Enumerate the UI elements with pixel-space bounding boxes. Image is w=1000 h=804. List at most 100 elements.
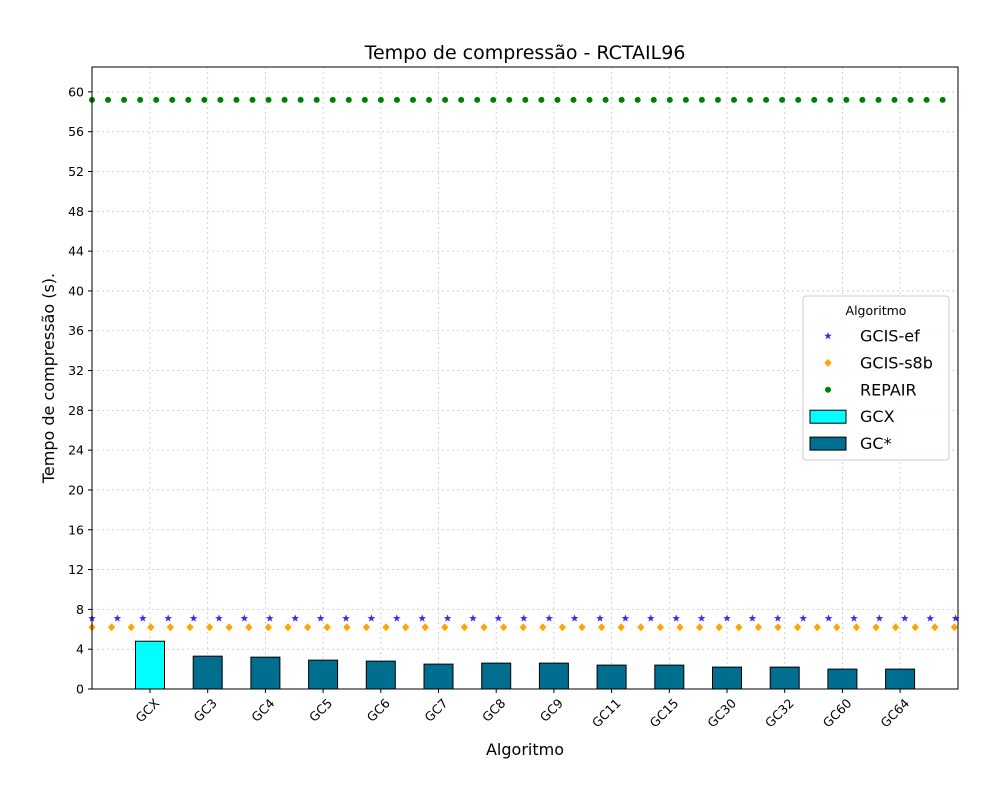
y-tick-label: 12 (68, 562, 84, 577)
gcis-s8b-marker (754, 623, 762, 632)
repair-marker (522, 96, 529, 103)
repair-marker (731, 96, 737, 103)
repair-marker (891, 96, 898, 103)
gcis-s8b-marker (343, 623, 351, 632)
gcis-s8b-marker (186, 623, 194, 632)
legend-repair-marker (825, 386, 831, 393)
gcis-ef-marker (596, 614, 604, 622)
gcis-s8b-marker (519, 623, 527, 632)
bar-gc15 (654, 664, 685, 690)
y-tick-label: 36 (68, 323, 84, 338)
repair-marker (618, 96, 625, 103)
repair-marker (811, 96, 818, 103)
repair-marker (329, 96, 336, 103)
gcis-ef-marker (113, 614, 122, 622)
repair-marker (105, 96, 112, 103)
legend-gcis-ef-label: GCIS-ef (860, 327, 920, 346)
repair-marker (474, 96, 481, 103)
repair-marker (602, 96, 609, 103)
gcis-ef-marker (824, 614, 833, 622)
legend-gcis-s8b-label: GCIS-s8b (860, 353, 933, 372)
y-tick-label: 4 (76, 642, 84, 657)
repair-marker (490, 96, 497, 103)
gcis-ef-marker (697, 614, 706, 622)
repair-marker (345, 96, 352, 103)
y-tick-label: 60 (68, 84, 84, 99)
gcis-ef-marker (621, 614, 630, 622)
repair-marker (634, 96, 641, 103)
gcis-ef-marker (926, 614, 934, 622)
repair-marker (361, 96, 368, 103)
gcis-ef-marker (647, 614, 655, 622)
repair-marker (875, 96, 882, 103)
gcis-ef-marker (672, 614, 680, 622)
y-tick-label: 20 (68, 482, 84, 497)
repair-marker (859, 96, 866, 103)
gcis-s8b-marker (166, 623, 174, 632)
gcis-s8b-marker (362, 623, 370, 632)
legend: Algoritmo GCIS-ef GCIS-s8b REPAIR GCX GC* (802, 295, 950, 461)
gcis-ef-marker (723, 614, 731, 622)
repair-marker (313, 96, 320, 103)
repair-marker (121, 96, 128, 103)
bar-gc4 (250, 656, 281, 690)
reference-markers (88, 96, 960, 632)
y-axis-label: Tempo de compressão (s). (39, 273, 58, 484)
gcis-s8b-marker (872, 623, 880, 632)
gcis-ef-marker (291, 614, 299, 622)
gcis-ef-marker (520, 614, 528, 622)
legend-gc--label: GC* (860, 434, 892, 453)
gcis-s8b-marker (304, 623, 312, 632)
repair-marker (249, 96, 256, 103)
bars (135, 640, 916, 690)
legend-gcx-patch (809, 409, 847, 424)
repair-marker (185, 96, 192, 103)
repair-marker (666, 96, 673, 103)
gcis-ef-marker (494, 614, 503, 622)
gcis-ef-marker (367, 614, 376, 622)
repair-marker (843, 96, 850, 103)
gcis-s8b-marker (715, 623, 723, 632)
repair-marker (393, 96, 400, 103)
repair-marker (554, 96, 561, 103)
repair-marker (265, 96, 272, 103)
bar-gc8 (481, 662, 512, 690)
repair-marker (747, 96, 754, 103)
gcis-s8b-marker (323, 623, 331, 632)
gcis-ef-marker (316, 614, 325, 622)
gcis-ef-marker (875, 614, 884, 622)
gcis-ef-marker (545, 614, 553, 622)
bar-gc6 (365, 660, 396, 690)
repair-marker (169, 96, 176, 103)
gcis-s8b-marker (911, 623, 919, 632)
y-tick-label: 56 (68, 124, 84, 139)
gcis-s8b-marker (225, 623, 233, 632)
y-tick-label: 16 (68, 522, 84, 537)
repair-marker (714, 96, 721, 103)
repair-marker (586, 96, 593, 103)
gcis-s8b-marker (147, 623, 155, 632)
repair-marker (153, 96, 160, 103)
gcis-s8b-marker (813, 623, 821, 632)
legend-gcis-ef-marker (824, 332, 832, 340)
gcis-s8b-marker (402, 623, 410, 632)
gcis-s8b-marker (558, 623, 566, 632)
bar-gc9 (538, 662, 569, 690)
gcis-s8b-marker (108, 623, 116, 632)
y-tick-label: 28 (68, 403, 84, 418)
repair-marker (281, 96, 288, 103)
plot-frame (91, 66, 959, 690)
gcis-s8b-marker (852, 623, 860, 632)
gcis-ef-marker (342, 614, 350, 622)
repair-marker (201, 96, 208, 103)
y-tick-label: 44 (68, 244, 84, 259)
gcis-s8b-marker (127, 623, 135, 632)
bar-gc30 (712, 666, 742, 690)
gcis-ef-marker (799, 614, 807, 622)
repair-marker (939, 96, 946, 103)
gcis-s8b-marker (460, 623, 468, 632)
gcis-ef-marker (748, 614, 757, 622)
gcis-ef-marker (850, 614, 858, 622)
legend-repair-label: REPAIR (860, 380, 917, 399)
gcis-s8b-marker (441, 623, 449, 632)
